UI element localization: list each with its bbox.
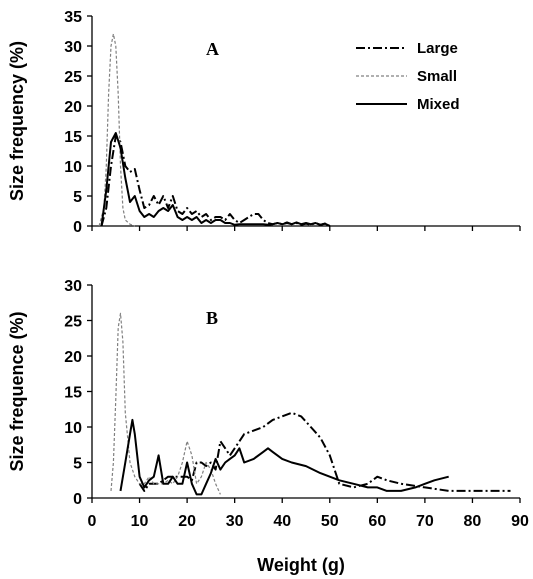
y-tick-label: 5 <box>73 189 82 206</box>
y-axis-title: Size frequency (%) <box>7 41 27 201</box>
y-axis-title: Size frequence (%) <box>7 311 27 471</box>
series-line-small-B <box>110 312 221 495</box>
y-tick-label: 30 <box>64 278 82 295</box>
y-tick-label: 35 <box>64 9 82 26</box>
panel-label: A <box>206 39 219 59</box>
series-line-mixed-B <box>119 418 449 496</box>
y-tick-label: 0 <box>73 491 82 508</box>
x-tick-label: 20 <box>178 513 196 530</box>
y-tick-label: 0 <box>73 219 82 236</box>
y-tick-label: 15 <box>64 129 82 146</box>
series-line-large-B <box>138 411 511 492</box>
x-axis-title: Weight (g) <box>257 555 345 575</box>
x-tick-label: 80 <box>464 513 482 530</box>
y-tick-label: 15 <box>64 385 82 402</box>
x-tick-label: 50 <box>321 513 339 530</box>
legend-label-small: Small <box>417 68 457 85</box>
legend-label-large: Large <box>417 40 458 57</box>
x-tick-label: 90 <box>511 513 529 530</box>
y-tick-label: 30 <box>64 39 82 56</box>
x-tick-label: 30 <box>226 513 244 530</box>
x-tick-label: 0 <box>88 513 97 530</box>
series-line-large-A <box>100 135 331 227</box>
x-tick-label: 70 <box>416 513 434 530</box>
y-tick-label: 25 <box>64 69 82 86</box>
series-line-small-A <box>98 33 136 227</box>
y-tick-label: 25 <box>64 314 82 331</box>
legend-label-mixed: Mixed <box>417 96 460 113</box>
y-tick-label: 10 <box>64 159 82 176</box>
y-tick-label: 20 <box>64 349 82 366</box>
y-tick-label: 20 <box>64 99 82 116</box>
x-tick-label: 60 <box>368 513 386 530</box>
panel-label: B <box>206 308 218 328</box>
series-line-mixed-A <box>100 132 331 227</box>
y-tick-label: 5 <box>73 456 82 473</box>
x-tick-label: 40 <box>273 513 291 530</box>
x-tick-label: 10 <box>131 513 149 530</box>
y-tick-label: 10 <box>64 420 82 437</box>
